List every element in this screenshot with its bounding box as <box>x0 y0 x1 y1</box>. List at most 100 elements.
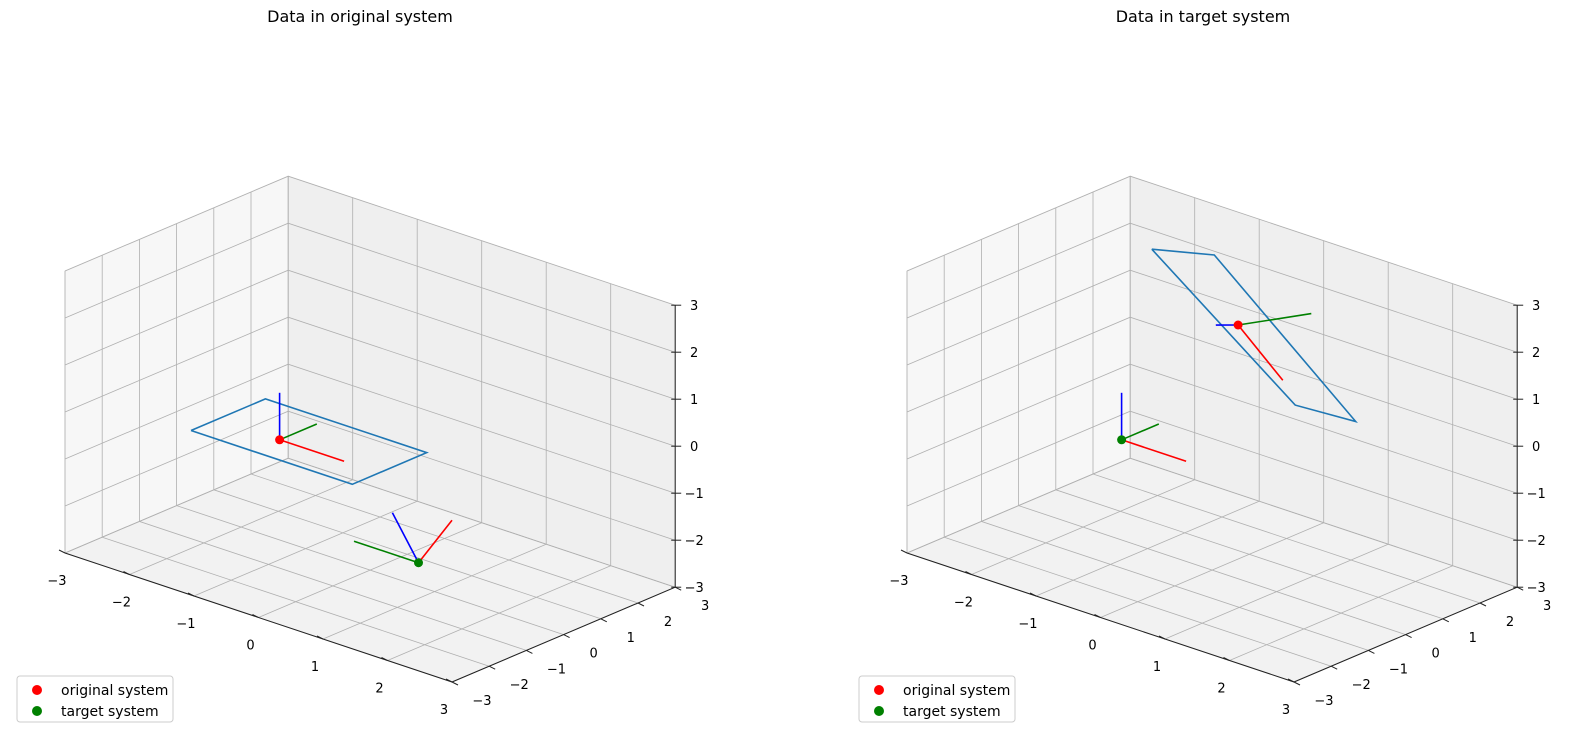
x-tick-label: −3 <box>47 574 66 589</box>
z-tick-label: −3 <box>1527 581 1546 596</box>
axes-3d: −3 −3 −3 −2 −2 −2 −1 −1 −1 0 0 0 1 1 1 2 2 2 3 3 3 <box>47 175 709 718</box>
z-tick-label: −1 <box>1527 487 1546 502</box>
x-tick <box>252 614 259 618</box>
x-tick <box>965 571 972 575</box>
x-tick-label: 1 <box>311 660 319 675</box>
y-tick-label: −1 <box>1389 662 1408 677</box>
legend-marker-original <box>874 685 884 695</box>
grid-line <box>64 175 676 306</box>
grid-line <box>287 176 676 588</box>
z-tick-label: 1 <box>1532 393 1540 408</box>
legend-marker-target <box>32 706 42 716</box>
grid-line <box>906 175 1518 306</box>
x-tick <box>1158 635 1166 640</box>
y-tick <box>1442 618 1450 623</box>
x-tick-label: −2 <box>954 596 973 611</box>
z-tick-label: 1 <box>690 393 698 408</box>
frame-axis-segment <box>391 512 420 564</box>
z-tick-label: 3 <box>690 299 698 314</box>
x-tick <box>123 571 130 575</box>
legend-label-target: target system <box>903 704 1001 720</box>
y-tick <box>600 618 608 623</box>
y-tick-label: 2 <box>664 615 672 630</box>
y-tick <box>1330 665 1338 670</box>
axes-3d: −3 −3 −3 −2 −2 −2 −1 −1 −1 0 0 0 1 1 1 2 2 2 3 3 3 <box>889 175 1551 718</box>
grid-line <box>1092 192 1481 604</box>
grid-line <box>1129 176 1518 588</box>
y-tick-label: −2 <box>1352 678 1371 693</box>
chart-panel-original: Data in original system −3 −3 −3 −2 −2 −2 −1 −1… <box>16 7 709 723</box>
z-tick-label: −2 <box>1527 534 1546 549</box>
y-tick <box>488 665 496 670</box>
x-tick <box>1223 657 1230 661</box>
x-tick <box>316 635 324 640</box>
z-tick-label: 2 <box>690 346 698 361</box>
z-tick-label: 2 <box>1532 346 1540 361</box>
frame-axis-segment <box>279 439 345 463</box>
y-tick-label: 1 <box>1469 631 1477 646</box>
legend-label-original: original system <box>903 683 1010 699</box>
legend: original system target system <box>16 675 174 723</box>
y-tick <box>451 681 459 686</box>
y-tick-label: 0 <box>1431 647 1439 662</box>
data-point <box>275 435 285 445</box>
x-tick <box>1094 614 1101 618</box>
x-tick-label: 2 <box>1217 682 1225 697</box>
x-tick <box>1287 678 1295 683</box>
x-tick-label: −2 <box>112 596 131 611</box>
y-tick-label: −2 <box>510 678 529 693</box>
x-tick-label: −1 <box>176 617 195 632</box>
chart-title: Data in target system <box>1116 7 1291 26</box>
legend-label-original: original system <box>61 683 168 699</box>
x-tick-label: 2 <box>375 682 383 697</box>
frame-axis-segment <box>279 423 318 441</box>
legend-marker-original <box>32 685 42 695</box>
z-tick-label: −1 <box>685 487 704 502</box>
y-tick-label: −3 <box>1314 694 1333 709</box>
x-tick-label: 3 <box>440 703 448 718</box>
frame-axis-segment <box>353 540 419 564</box>
x-tick-label: 1 <box>1153 660 1161 675</box>
grid-line <box>250 192 639 604</box>
y-tick-label: 3 <box>1543 599 1551 614</box>
x-tick <box>1029 592 1037 597</box>
frame-axis-segment <box>1237 312 1312 326</box>
data-polygon <box>190 398 429 486</box>
y-tick <box>1293 681 1301 686</box>
x-tick <box>381 657 388 661</box>
x-tick <box>58 549 66 554</box>
legend-marker-target <box>874 706 884 716</box>
y-tick-label: 0 <box>589 647 597 662</box>
frame-axis-segment <box>417 519 453 564</box>
x-tick-label: −3 <box>889 574 908 589</box>
x-tick-label: −1 <box>1018 617 1037 632</box>
y-tick <box>1516 586 1524 591</box>
y-tick-label: −1 <box>547 662 566 677</box>
x-tick <box>445 678 453 683</box>
legend-label-target: target system <box>61 704 159 720</box>
y-tick <box>1405 634 1412 639</box>
y-tick-label: −3 <box>472 694 491 709</box>
y-tick <box>674 586 682 591</box>
chart-panel-target: Data in target system −3 −3 −3 −2 −2 −2 −1 −1 −1… <box>858 7 1551 723</box>
x-tick-label: 0 <box>246 639 254 654</box>
chart-title: Data in original system <box>267 7 453 26</box>
data-point <box>1117 435 1127 445</box>
z-tick-label: −2 <box>685 534 704 549</box>
data-point <box>414 558 423 568</box>
frame-axis-segment <box>1237 324 1284 381</box>
z-tick-label: 0 <box>690 440 698 455</box>
y-tick-label: 2 <box>1506 615 1514 630</box>
y-tick <box>637 602 645 607</box>
x-tick <box>187 592 195 597</box>
y-tick <box>1479 602 1487 607</box>
y-tick <box>526 649 533 654</box>
data-point <box>1233 320 1243 330</box>
x-tick-label: 0 <box>1088 639 1096 654</box>
x-tick-label: 3 <box>1282 703 1290 718</box>
z-tick-label: 3 <box>1532 299 1540 314</box>
frame-axis-segment <box>1121 439 1187 463</box>
z-tick-label: 0 <box>1532 440 1540 455</box>
y-tick-label: 1 <box>627 631 635 646</box>
y-tick-label: 3 <box>701 599 709 614</box>
